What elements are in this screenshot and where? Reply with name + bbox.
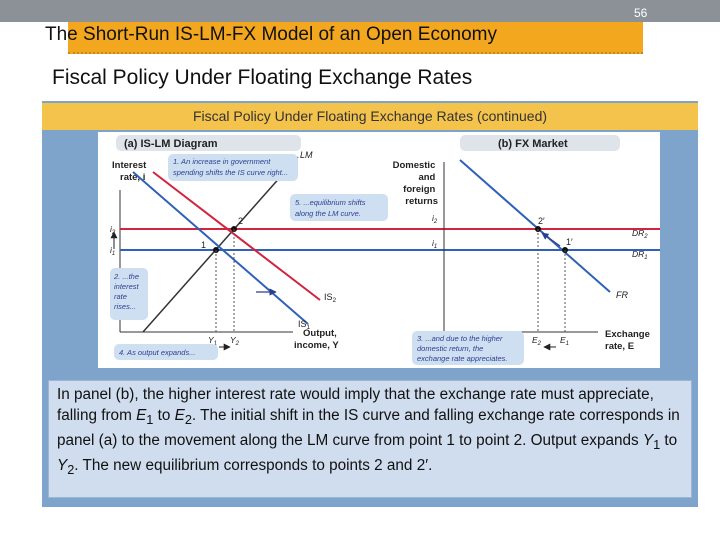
note-4: 4. As output expands... (119, 348, 195, 357)
point-1-label: 1 (201, 240, 206, 250)
note-3: 3. ...and due to the higher domestic ret… (417, 334, 507, 363)
top-strip (0, 0, 720, 22)
y1-tick: Y1 (208, 335, 217, 347)
point-2-label: 2 (238, 216, 243, 226)
y2-tick: Y2 (230, 335, 240, 347)
panel-a-i2-tick: i2 (110, 224, 116, 236)
note-5-box (290, 194, 388, 221)
panel-a-y-axis-label: Interest rate, i (112, 160, 149, 183)
panel-b: (b) FX Market Domestic and foreign retur… (393, 135, 653, 365)
panel-a-i1-tick: i1 (110, 245, 115, 257)
is2-label: IS2 (324, 292, 337, 304)
explanation-box (48, 380, 692, 498)
slide-number: 56 (634, 6, 648, 20)
is2-curve (152, 171, 321, 301)
is1-curve (132, 171, 309, 325)
fr-label: FR (616, 290, 628, 300)
note-2-box (110, 268, 148, 320)
panel-a-title: (a) IS-LM Diagram (124, 138, 218, 150)
panel-b-i2-tick: i2 (432, 213, 438, 225)
is-lm-fx-diagram: (a) IS-LM Diagram Interest rate, i LM IS… (110, 135, 660, 365)
diagram-area: (a) IS-LM Diagram Interest rate, i LM IS… (98, 132, 660, 368)
fx-shift-arrow (541, 232, 561, 247)
title-band (68, 22, 643, 54)
e1-tick: E1 (560, 335, 569, 347)
figure-caption: Fiscal Policy Under Floating Exchange Ra… (192, 108, 548, 124)
panel-b-x-axis-label: Exchange rate, E (605, 329, 653, 352)
note-3-box (412, 331, 524, 365)
explanation-text: In panel (b), the higher interest rate w… (57, 386, 680, 478)
note-1: 1. An increase in government spending sh… (173, 157, 288, 177)
dr2-label: DR2 (632, 228, 648, 240)
e2-tick: E2 (532, 335, 542, 347)
lm-label: LM (300, 150, 313, 160)
panel-b-title-bg (460, 135, 620, 151)
panel-b-y-axis-label: Domestic and foreign returns (393, 160, 438, 207)
note-5: 5. ...equilibrium shifts along the LM cu… (295, 198, 368, 218)
lm-curve (142, 156, 299, 333)
panel-a-title-bg (116, 135, 301, 151)
slide-title: The Short-Run IS-LM-FX Model of an Open … (45, 24, 497, 45)
note-4-box (114, 344, 218, 360)
fr-curve (459, 159, 611, 293)
is1-label: IS1 (298, 319, 311, 331)
note-1-box (168, 154, 298, 181)
figure-caption-bar: Fiscal Policy Under Floating Exchange Ra… (42, 103, 698, 130)
note-2: 2. ...the interest rate rises... (113, 272, 141, 311)
slide-subtitle: Fiscal Policy Under Floating Exchange Ra… (52, 66, 473, 89)
dr1-label: DR1 (632, 249, 648, 261)
panel-b-i1-tick: i1 (432, 238, 437, 250)
panel-b-title: (b) FX Market (498, 138, 568, 150)
point-2-prime-label: 2′ (538, 216, 545, 226)
panel-a-x-axis-label: Output, income, Y (294, 328, 339, 351)
panel-a: (a) IS-LM Diagram Interest rate, i LM IS… (110, 135, 660, 360)
point-1-prime-label: 1′ (566, 237, 573, 247)
